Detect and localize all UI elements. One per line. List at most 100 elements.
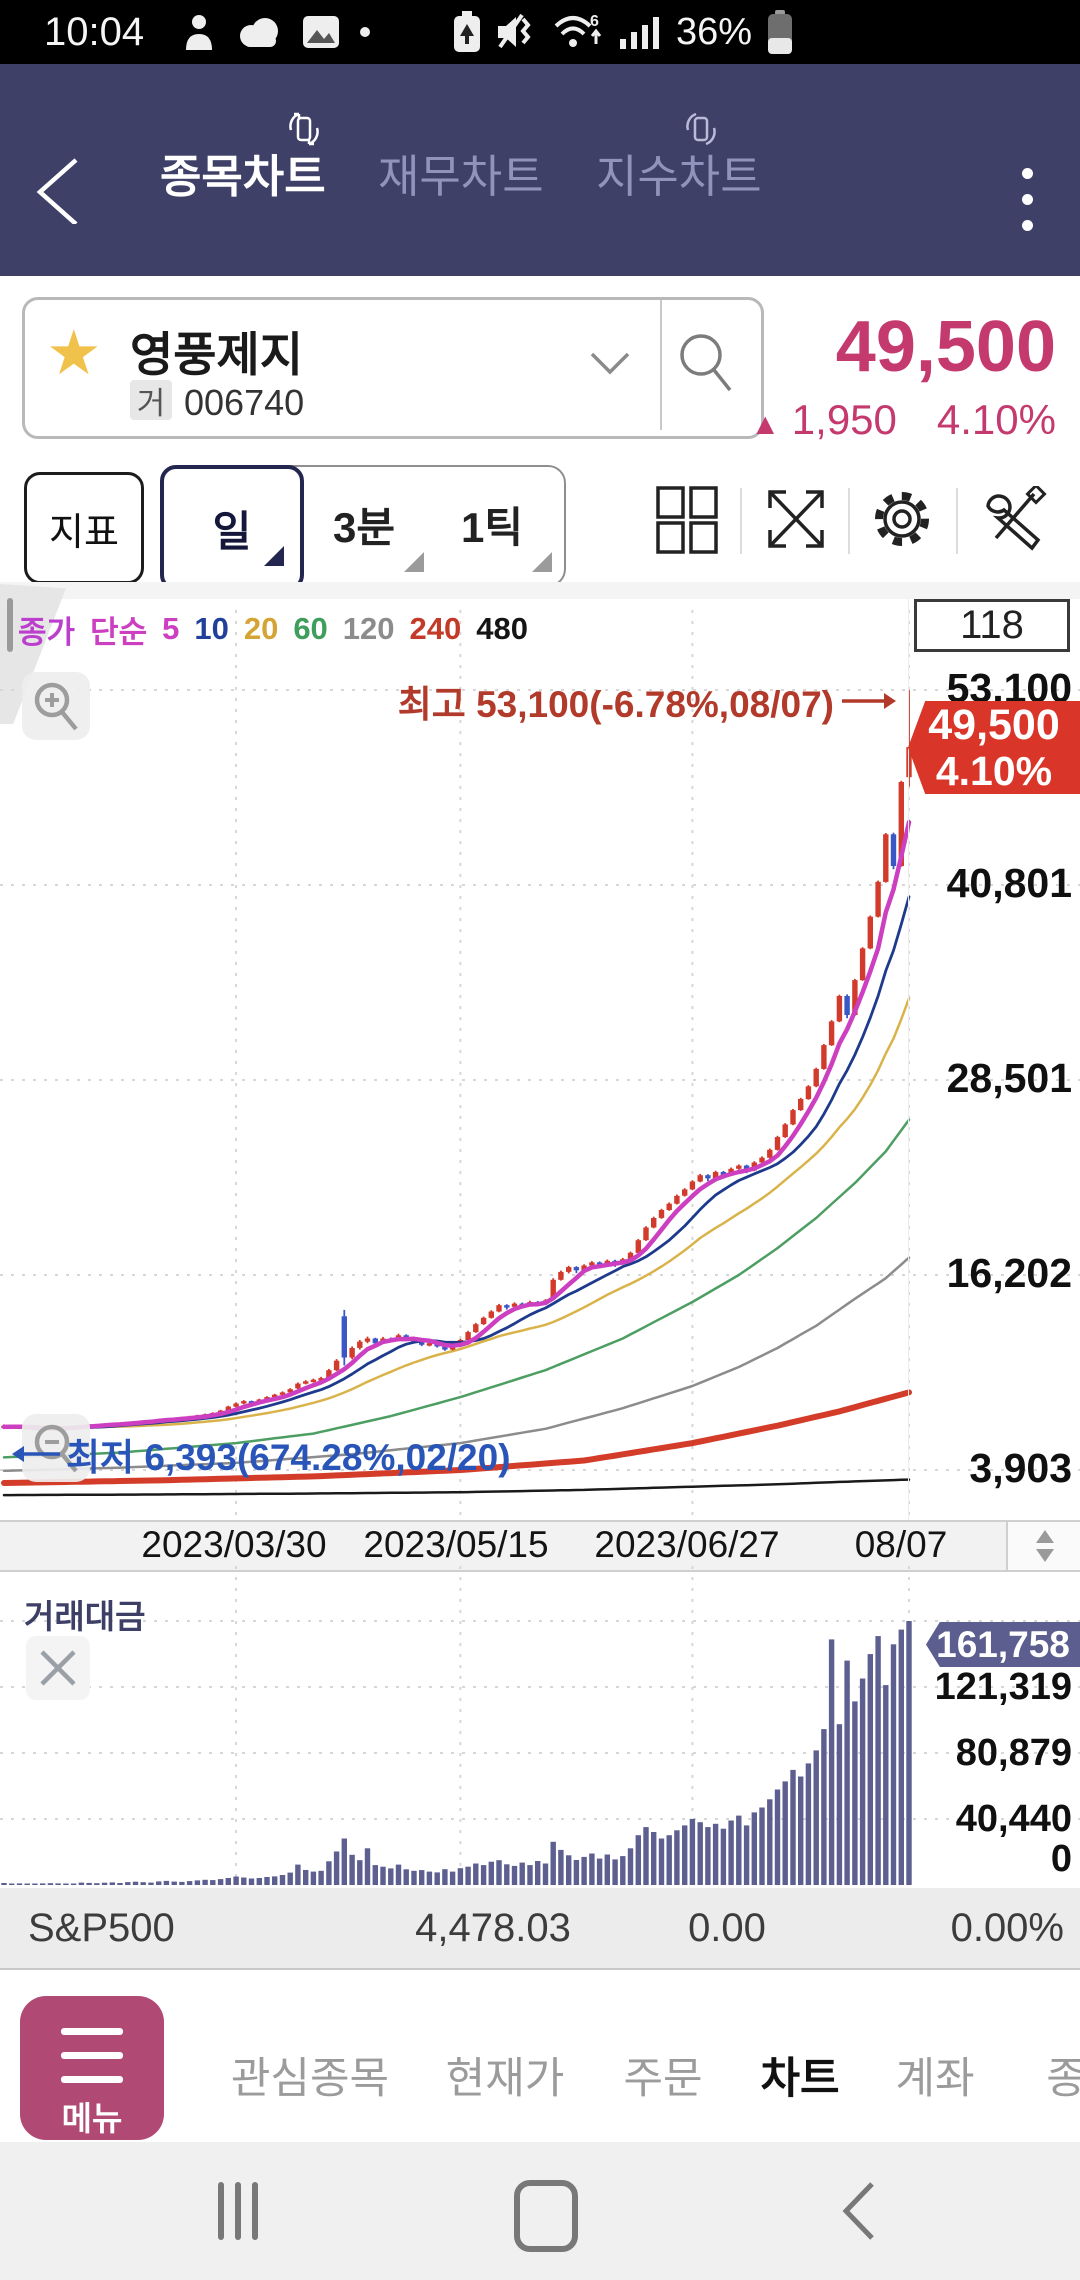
menu-button-label: 메뉴 <box>61 2100 123 2137</box>
nav-item-5[interactable]: 계좌 <box>895 2055 975 2103</box>
zoom-in-button[interactable] <box>22 672 90 740</box>
hamburger-icon <box>61 2028 123 2083</box>
toolbar-separator <box>0 582 1080 599</box>
multi-chart-layout-icon[interactable] <box>656 486 718 554</box>
back-arrow-icon[interactable] <box>26 154 90 224</box>
tab-stock-chart[interactable]: 종목차트 <box>160 151 326 202</box>
home-button[interactable] <box>514 2180 578 2252</box>
legend-item-단순: 단순 <box>90 614 148 650</box>
favorite-star-icon[interactable]: ★ <box>46 319 102 388</box>
android-nav-bar <box>0 2142 1080 2280</box>
spinner-down-icon <box>1036 1549 1054 1562</box>
mute-vibrate-icon <box>498 13 531 49</box>
price-axis-label: 40,801 <box>946 859 1072 906</box>
left-scroll-handle[interactable] <box>7 598 13 652</box>
price-chart-canvas[interactable] <box>0 598 1080 1520</box>
back-button[interactable] <box>838 2180 878 2242</box>
tools-icon[interactable] <box>980 486 1050 552</box>
legend-item-20: 20 <box>243 611 279 646</box>
date-label: 2023/06/27 <box>594 1524 780 1565</box>
date-label: 2023/05/15 <box>363 1524 549 1565</box>
battery-percent: 36% <box>676 10 753 53</box>
3min-dropdown-corner <box>404 552 424 572</box>
price-axis-label: 16,202 <box>946 1250 1072 1296</box>
right-arrow-icon <box>842 693 896 709</box>
volume-axis-label: 0 <box>1050 1838 1072 1880</box>
legend-item-60: 60 <box>293 611 328 646</box>
volume-chart-canvas[interactable] <box>0 1566 1080 1888</box>
volume-axis-label: 121,319 <box>934 1666 1072 1708</box>
rotate-screen-icon[interactable] <box>680 108 722 150</box>
date-label: 08/07 <box>854 1524 948 1565</box>
volume-axis-label: 40,440 <box>955 1798 1072 1840</box>
menu-button[interactable] <box>20 1996 164 2140</box>
left-arrow-icon <box>12 1446 60 1462</box>
tab-index-chart[interactable]: 지수차트 <box>596 151 762 202</box>
price-axis-label: 3,903 <box>969 1445 1072 1491</box>
battery-saver-icon <box>454 11 480 52</box>
stock-name: 영풍제지 <box>130 328 303 381</box>
recents-button[interactable] <box>218 2182 258 2240</box>
clock: 10:04 <box>44 10 145 54</box>
close-icon <box>40 1650 76 1686</box>
legend-item-10: 10 <box>194 611 229 646</box>
volume-current-tag: 161,758 <box>926 1622 1080 1667</box>
period-1tick-button[interactable]: 1틱 <box>461 503 523 551</box>
zoom-in-icon <box>34 682 78 731</box>
period-day-button[interactable]: 일 <box>160 465 304 591</box>
index-ticker-row[interactable]: S&P500 4,478.03 0.00 0.00% <box>0 1888 1080 1970</box>
axis-scale-spinner[interactable] <box>1006 1520 1080 1572</box>
nav-item-6[interactable]: 종 <box>1046 2055 1080 2103</box>
date-axis-strip[interactable] <box>0 1520 1080 1572</box>
price-axis-label: 28,501 <box>946 1055 1072 1101</box>
fullscreen-icon[interactable] <box>764 486 828 552</box>
indicator-button[interactable]: 지표 <box>24 472 144 584</box>
signal-bars-icon <box>620 17 659 49</box>
price-change: 1,950 <box>791 396 897 443</box>
axis-gutter-line <box>908 598 909 1520</box>
zoom-out-button[interactable] <box>22 1414 90 1482</box>
up-arrow-icon: ▲ <box>750 408 781 441</box>
stock-code: 006740 <box>184 382 305 423</box>
ticker-name: S&P500 <box>28 1906 175 1950</box>
tab-financial-chart[interactable]: 재무차트 <box>378 151 544 202</box>
current-price: 49,500 <box>835 307 1056 387</box>
ticker-change-pct: 0.00% <box>950 1906 1064 1950</box>
day-dropdown-corner <box>264 546 284 566</box>
legend-item-5: 5 <box>162 611 180 646</box>
volume-close-button[interactable] <box>26 1636 90 1700</box>
settings-gear-icon[interactable] <box>872 486 932 552</box>
cloud-icon <box>240 18 278 47</box>
ma-legend: 종가 단순 5 10 20 60 120 240 480 <box>18 608 528 650</box>
price-change-row: ▲ 1,950 4.10% <box>700 396 1056 444</box>
status-bar: 10:04 6 36% <box>0 0 1080 64</box>
nav-item-4[interactable]: 차트 <box>760 2055 840 2103</box>
current-price-tag: 49,500 4.10% <box>908 701 1080 794</box>
visible-bar-count: 118 <box>914 599 1070 652</box>
period-3min-button[interactable]: 3분 <box>333 503 395 551</box>
legend-item-120: 120 <box>342 611 395 646</box>
nav-item-3[interactable]: 주문 <box>623 2055 703 2103</box>
app-header: 종목차트 재무차트 지수차트 <box>0 64 1080 276</box>
more-menu-icon[interactable] <box>1022 168 1033 231</box>
notification-dot-icon <box>360 27 370 37</box>
ticker-value: 4,478.03 <box>415 1906 571 1950</box>
volume-axis-label: 80,879 <box>955 1732 1072 1774</box>
svg-text:6: 6 <box>590 13 599 30</box>
rotate-screen-icon[interactable] <box>283 108 325 150</box>
high-annotation: 최고 53,100(-6.78%,08/07) <box>398 674 898 728</box>
low-annotation: 최저 6,393(674.28%,02/20) <box>10 1427 511 1481</box>
volume-title: 거래대금 <box>24 1598 146 1635</box>
chevron-down-icon[interactable] <box>588 348 632 378</box>
battery-icon <box>768 10 793 54</box>
search-icon[interactable] <box>676 330 736 396</box>
legend-item-480: 480 <box>476 611 528 646</box>
1tick-dropdown-corner <box>532 552 552 572</box>
nav-item-2[interactable]: 현재가 <box>445 2055 565 2103</box>
ticker-change: 0.00 <box>688 1906 766 1950</box>
person-notification-icon <box>186 15 212 50</box>
wifi6-icon: 6 <box>554 13 602 47</box>
nav-item-1[interactable]: 관심종목 <box>230 2055 390 2103</box>
date-label: 2023/03/30 <box>141 1524 327 1565</box>
